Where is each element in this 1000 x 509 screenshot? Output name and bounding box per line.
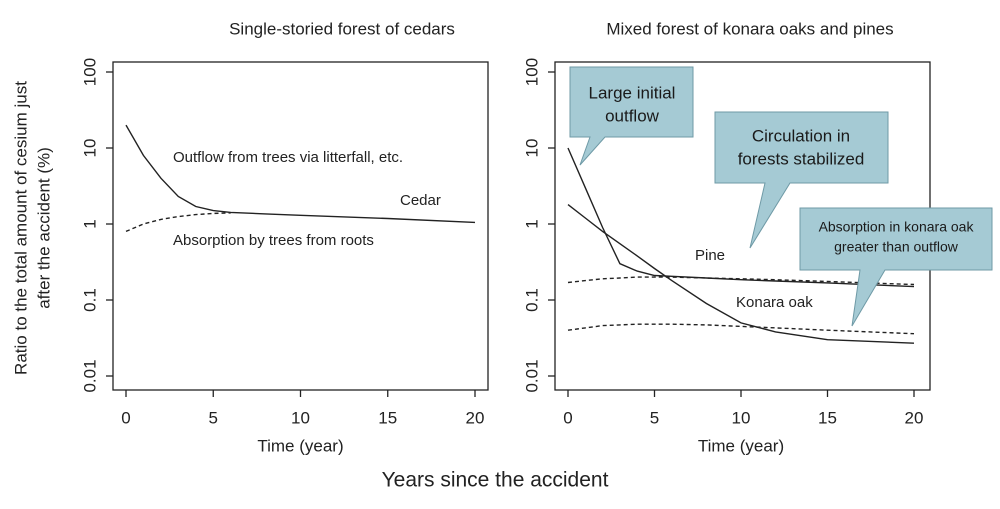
annotation: Outflow from trees via litterfall, etc. — [173, 149, 403, 166]
x-tick-label: 0 — [121, 408, 130, 427]
callout-text: forests stabilized — [738, 149, 865, 168]
callout-text: Absorption in konara oak — [819, 219, 975, 235]
x-axis-label: Time (year) — [698, 436, 784, 455]
panel-title: Single-storied forest of cedars — [229, 19, 455, 38]
y-label: Ratio to the total amount of cesium just — [11, 81, 30, 375]
annotation: Absorption by trees from roots — [173, 232, 374, 249]
callout-text: Circulation in — [752, 126, 850, 145]
series-line — [567, 276, 915, 286]
series-line — [567, 147, 915, 288]
x-tick-label: 5 — [650, 408, 659, 427]
y-tick-label: 0.01 — [80, 359, 99, 392]
x-tick-label: 15 — [378, 408, 397, 427]
y-tick-label: 1 — [522, 219, 541, 228]
annotation: Konara oak — [736, 294, 813, 311]
x-tick-label: 10 — [732, 408, 751, 427]
y-tick-label: 1 — [80, 219, 99, 228]
series-line — [125, 124, 476, 224]
x-tick-label: 5 — [209, 408, 218, 427]
callout-text: outflow — [605, 106, 660, 125]
annotation: Cedar — [400, 192, 441, 209]
y-tick-label: 0.01 — [522, 359, 541, 392]
x-axis-label: Time (year) — [257, 436, 343, 455]
y-tick-label: 0.1 — [522, 288, 541, 312]
x-tick-label: 15 — [818, 408, 837, 427]
annotation: Pine — [695, 247, 725, 264]
x-tick-label: 20 — [466, 408, 485, 427]
series-line — [567, 204, 915, 344]
y-label: after the accident (%) — [34, 147, 53, 309]
callout: Circulation in forests stabilized — [714, 111, 889, 249]
x-tick-label: 10 — [291, 408, 310, 427]
series-line — [125, 212, 231, 233]
y-tick-label: 10 — [80, 139, 99, 158]
callout-text: Large initial — [589, 83, 676, 102]
x-tick-label: 20 — [905, 408, 924, 427]
x-tick-label: 0 — [563, 408, 572, 427]
callout: Large initial outflow — [569, 66, 694, 166]
figure-x-label: Years since the accident — [382, 469, 609, 492]
y-tick-label: 10 — [522, 139, 541, 158]
plot-frame — [112, 61, 489, 391]
callout: Absorption in konara oak greater than ou… — [799, 207, 993, 327]
y-tick-label: 100 — [80, 58, 99, 86]
series-line — [567, 323, 915, 335]
y-tick-label: 100 — [522, 58, 541, 86]
panel-title: Mixed forest of konara oaks and pines — [606, 19, 893, 38]
y-tick-label: 0.1 — [80, 288, 99, 312]
callout-text: greater than outflow — [834, 239, 959, 255]
